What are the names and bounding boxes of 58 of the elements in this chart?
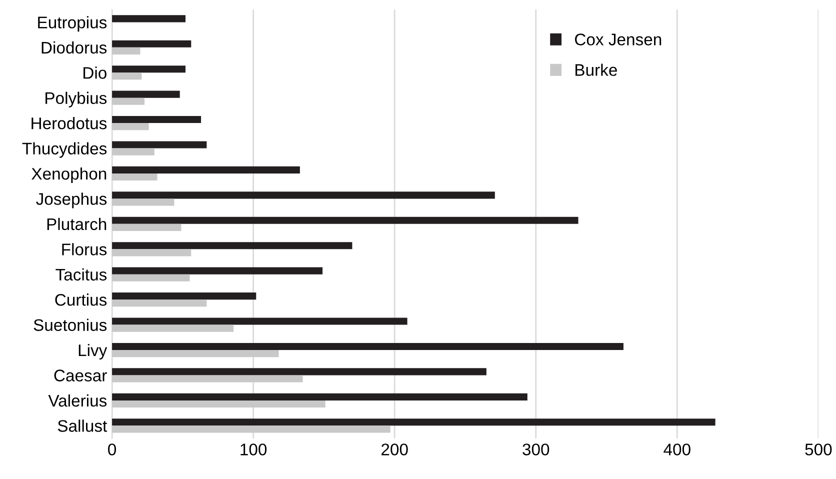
bar (112, 375, 303, 382)
y-tick-label: Thucydides (22, 142, 107, 158)
y-tick-label: Polybius (46, 92, 107, 108)
y-tick-label: Eutropius (38, 16, 107, 32)
bar (112, 426, 390, 433)
bar (112, 400, 326, 408)
bar (112, 116, 202, 124)
bar (112, 40, 192, 48)
bar (112, 342, 624, 350)
y-tick-label: Herodotus (32, 117, 107, 130)
y-tick-label: Dio (84, 66, 106, 79)
bar (112, 274, 190, 282)
bar (112, 15, 186, 22)
x-tick-label: 100 (240, 444, 267, 456)
y-tick-label: Curtius (55, 294, 107, 306)
y-tick-label: Xenophon (32, 167, 106, 183)
bar (112, 368, 486, 376)
y-tick-label: Florus (62, 243, 107, 256)
bar (112, 300, 207, 307)
x-tick-label: 300 (522, 444, 550, 456)
bar (112, 192, 495, 199)
bar (112, 141, 207, 148)
x-tick-label: 0 (108, 444, 116, 456)
x-tick-label: 400 (664, 444, 690, 456)
bar (112, 267, 323, 274)
bar (112, 166, 300, 174)
y-tick-label: Caesar (54, 370, 107, 382)
bar (112, 216, 578, 224)
y-tick-label: Tacitus (56, 268, 107, 281)
bar (112, 198, 174, 206)
y-tick-label: Plutarch (47, 218, 106, 230)
bar (112, 393, 528, 400)
y-tick-label: Valerius (48, 394, 107, 407)
bar (112, 72, 142, 80)
bar (112, 98, 145, 105)
bar (112, 173, 158, 181)
bar (112, 90, 180, 98)
x-tick-label: 500 (805, 444, 832, 456)
y-tick-label: Livy (78, 344, 108, 360)
bar (112, 66, 186, 73)
bar (112, 292, 256, 300)
y-tick-label: Diodorus (42, 41, 107, 54)
bar (112, 242, 352, 250)
bar (112, 318, 408, 325)
bar (112, 418, 716, 426)
bar (112, 224, 182, 231)
legend-label: Burke (576, 64, 617, 76)
bar (112, 123, 149, 130)
bar (112, 47, 140, 54)
y-tick-label: Sallust (58, 420, 108, 432)
bar (112, 148, 154, 156)
y-tick-label: Josephus (36, 192, 107, 208)
y-tick-label: Suetonius (34, 318, 107, 332)
bar (112, 249, 192, 256)
bar (112, 350, 279, 358)
legend-label: Cox Jensen (575, 34, 662, 46)
x-tick-label: 200 (382, 444, 408, 456)
bar (112, 324, 234, 332)
